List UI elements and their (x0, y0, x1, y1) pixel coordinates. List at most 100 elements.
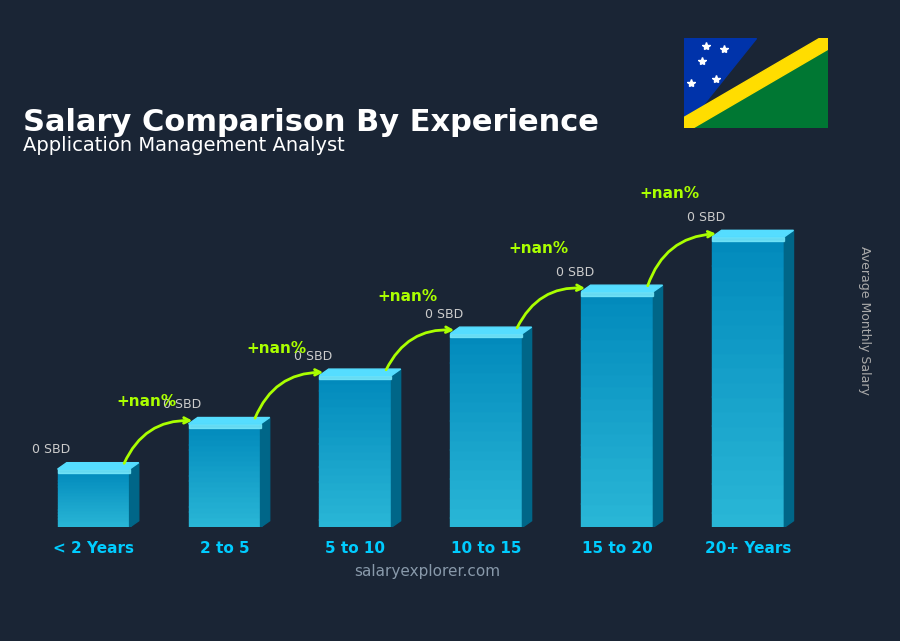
Polygon shape (320, 369, 400, 376)
Bar (320, 413, 392, 421)
Bar (581, 362, 653, 374)
Bar (188, 429, 260, 434)
Polygon shape (130, 463, 139, 527)
Bar (712, 381, 784, 397)
Bar (712, 411, 784, 426)
Bar (450, 469, 522, 479)
Bar (320, 481, 392, 489)
Bar (58, 495, 130, 498)
Bar (712, 353, 784, 367)
Bar (320, 451, 392, 459)
Polygon shape (712, 230, 794, 237)
Bar (320, 512, 392, 520)
Bar (712, 324, 784, 338)
Bar (581, 468, 653, 480)
Polygon shape (653, 285, 662, 527)
Bar (450, 440, 522, 450)
Polygon shape (784, 230, 794, 527)
Bar (188, 424, 260, 428)
Bar (450, 401, 522, 411)
Bar (581, 291, 653, 303)
Bar (581, 492, 653, 504)
Bar (188, 522, 260, 527)
Bar (320, 375, 392, 383)
Bar (188, 491, 260, 496)
Polygon shape (581, 285, 662, 292)
Text: 0 SBD: 0 SBD (425, 308, 463, 320)
Bar (320, 474, 392, 482)
Bar (320, 390, 392, 398)
Bar (320, 420, 392, 429)
Bar (581, 421, 653, 433)
Bar (58, 498, 130, 501)
Bar (712, 367, 784, 382)
Bar (712, 425, 784, 440)
Bar (58, 487, 130, 490)
Bar (450, 508, 522, 517)
Bar (450, 420, 522, 430)
Bar (712, 294, 784, 310)
Text: Application Management Analyst: Application Management Analyst (23, 136, 345, 154)
Bar (58, 512, 130, 515)
Bar (450, 411, 522, 420)
Bar (320, 428, 392, 437)
Bar (58, 521, 130, 524)
Bar (58, 518, 130, 521)
Bar (58, 472, 130, 475)
Bar (581, 433, 653, 445)
Text: salaryexplorer.com: salaryexplorer.com (355, 564, 500, 579)
Bar (320, 497, 392, 504)
Bar (58, 515, 130, 519)
Bar (188, 480, 260, 486)
Bar (188, 517, 260, 522)
Bar (188, 444, 260, 450)
Bar (188, 512, 260, 517)
Bar (581, 515, 653, 527)
Bar (450, 430, 522, 440)
Bar (320, 398, 392, 406)
Bar (712, 338, 784, 353)
Bar (712, 440, 784, 454)
Bar (58, 478, 130, 481)
Bar (712, 237, 784, 240)
Bar (320, 383, 392, 391)
Bar (58, 492, 130, 495)
Bar (320, 504, 392, 512)
Bar (188, 475, 260, 481)
Bar (58, 501, 130, 504)
Bar (450, 343, 522, 353)
Bar (450, 362, 522, 372)
Text: Average Monthly Salary: Average Monthly Salary (858, 246, 870, 395)
Bar (712, 454, 784, 469)
Polygon shape (188, 417, 270, 424)
Bar (188, 460, 260, 465)
Bar (450, 333, 522, 337)
Bar (712, 396, 784, 411)
Bar (58, 489, 130, 492)
Bar (581, 479, 653, 492)
Bar (450, 372, 522, 382)
Bar (450, 498, 522, 508)
Bar (58, 474, 130, 478)
Bar (188, 434, 260, 440)
Bar (320, 376, 392, 379)
Bar (581, 444, 653, 456)
Bar (58, 504, 130, 507)
Polygon shape (684, 38, 756, 128)
Bar (712, 309, 784, 324)
Bar (188, 454, 260, 460)
Bar (450, 381, 522, 392)
Bar (450, 478, 522, 488)
Text: +nan%: +nan% (640, 186, 700, 201)
Bar (581, 303, 653, 315)
Polygon shape (260, 417, 270, 527)
Bar (320, 459, 392, 467)
Polygon shape (522, 327, 532, 527)
Bar (58, 483, 130, 487)
Bar (450, 392, 522, 401)
Bar (712, 251, 784, 266)
Bar (320, 436, 392, 444)
Text: 0 SBD: 0 SBD (293, 349, 332, 363)
Bar (58, 524, 130, 527)
Polygon shape (450, 327, 532, 333)
